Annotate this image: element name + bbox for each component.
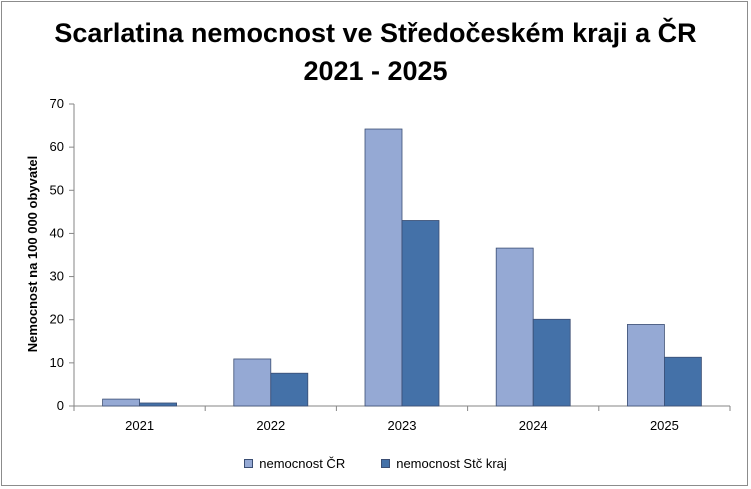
bar-cr-2021	[102, 398, 140, 407]
legend-item-stc: nemocnost Stč kraj	[381, 456, 507, 471]
chart-title-line2: 2021 - 2025	[303, 56, 448, 86]
legend: nemocnost ČR nemocnost Stč kraj	[0, 456, 751, 471]
legend-label: nemocnost ČR	[259, 456, 346, 471]
x-tick-label: 2024	[519, 418, 548, 433]
legend-swatch	[381, 459, 391, 468]
plot-group: 0 10 20 30 40 50 60 70 2021 2022 2023 2024 2025	[50, 96, 731, 433]
bar-stc-2024	[532, 318, 571, 407]
y-tick-label: 10	[50, 355, 64, 370]
bar-stc-2022	[270, 372, 309, 407]
bar-cr-2025	[627, 324, 665, 407]
x-tick-label: 2021	[125, 418, 154, 433]
bar-cr-2023	[364, 128, 403, 407]
y-axis-title: Nemocnost na 100 000 obyvatel	[25, 156, 40, 353]
y-tick-label: 30	[50, 269, 64, 284]
x-tick-label: 2023	[388, 418, 417, 433]
bar-stc-2025	[664, 356, 702, 407]
bar-cr-2022	[233, 358, 272, 407]
y-tick-label: 20	[50, 312, 64, 327]
legend-item-cr: nemocnost ČR	[244, 456, 345, 471]
bar-stc-2023	[401, 220, 440, 407]
y-tick-label: 50	[50, 182, 64, 197]
y-tick-label: 40	[50, 225, 64, 240]
x-tick-label: 2025	[650, 418, 679, 433]
chart-title: Scarlatina nemocnost ve Středočeském kra…	[0, 14, 751, 90]
y-tick-label: 70	[50, 96, 64, 111]
chart-title-line1: Scarlatina nemocnost ve Středočeském kra…	[54, 18, 697, 48]
x-tick-label: 2022	[256, 418, 285, 433]
bar-stc-2021	[139, 402, 178, 407]
y-tick-label: 60	[50, 139, 64, 154]
legend-swatch	[244, 459, 254, 468]
bar-cr-2024	[495, 247, 534, 407]
legend-label: nemocnost Stč kraj	[396, 456, 507, 471]
y-tick-label: 0	[57, 398, 64, 413]
